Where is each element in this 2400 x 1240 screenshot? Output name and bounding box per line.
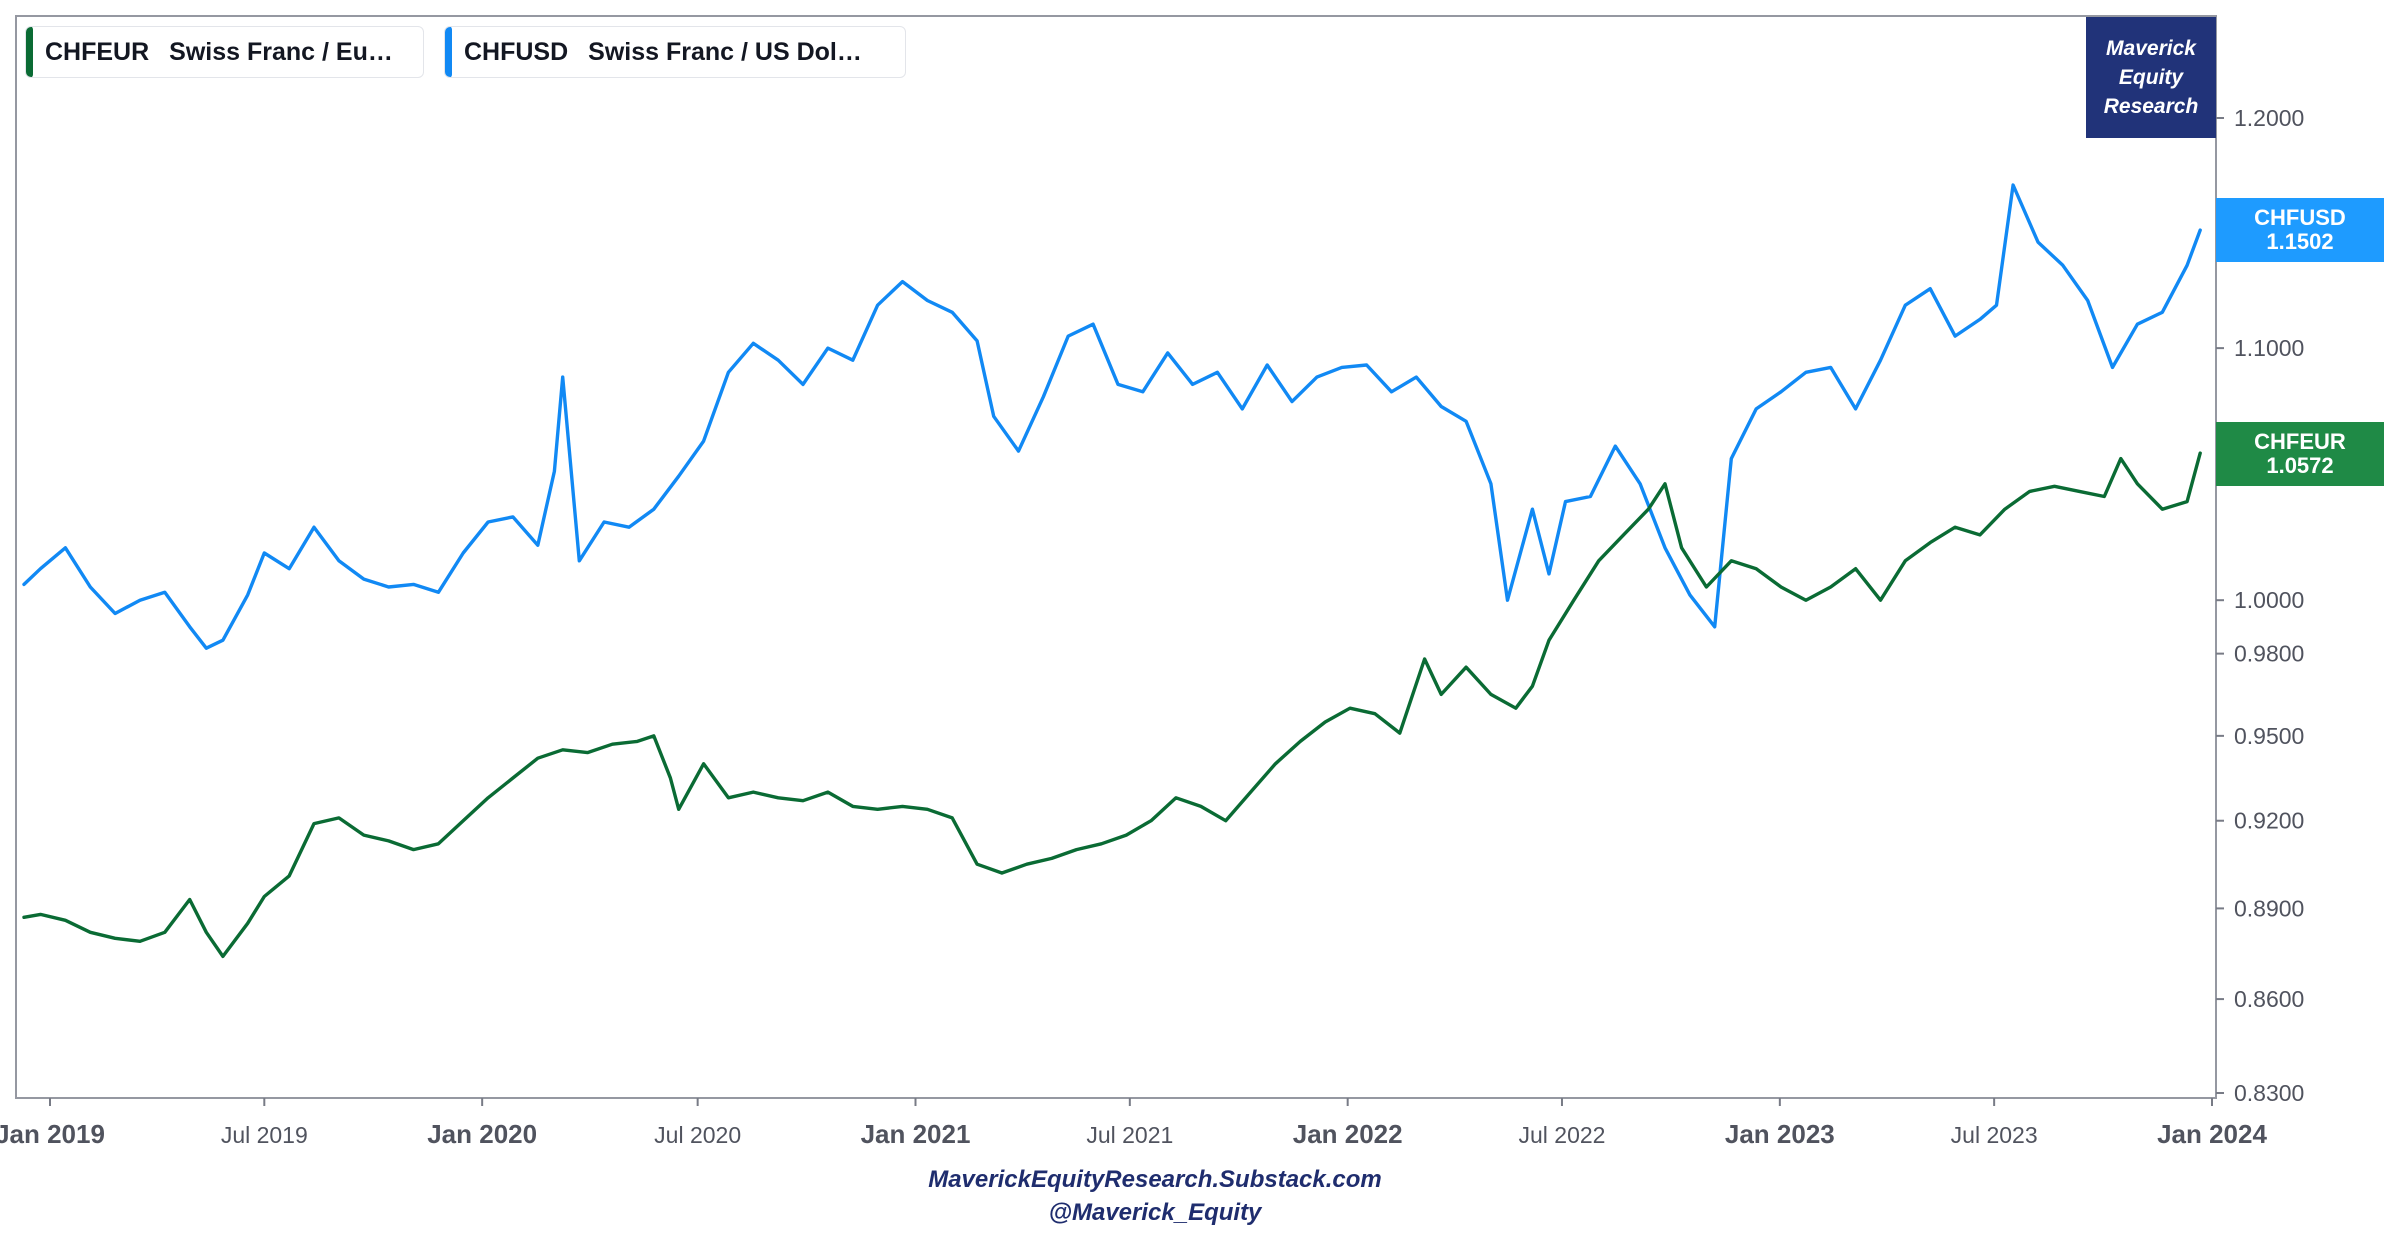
series-line-chfusd <box>22 183 2202 650</box>
footer-website: MaverickEquityResearch.Substack.com <box>928 1166 1382 1193</box>
price-tag-chfeur-value: 1.0572 <box>2266 453 2334 478</box>
legend-swatch-chfeur <box>26 27 33 77</box>
brand-line-3: Research <box>2103 95 2199 118</box>
x-tick-label: Jan 2019 <box>0 1119 105 1149</box>
x-axis: Jan 2019 Jul 2019 Jan 2020 Jul 2020 Jan 2021… <box>0 1098 2267 1149</box>
plot-frame <box>15 15 2217 1099</box>
x-tick-label: Jul 2023 <box>1951 1122 2038 1148</box>
series-layer <box>22 183 2202 959</box>
x-tick-label: Jan 2024 <box>2157 1119 2267 1149</box>
footer-handle: @Maverick_Equity <box>1048 1199 1262 1226</box>
y-tick-label: 1.1000 <box>2234 335 2304 361</box>
y-axis: 0.8300 0.8600 0.8900 0.9200 0.9500 0.9800 1.00… <box>2216 105 2304 1106</box>
x-tick-label: Jan 2021 <box>861 1119 971 1149</box>
legend-description-chfeur: Swiss Franc / Eu… <box>169 37 393 66</box>
price-tag-chfusd: CHFUSD 1.1502 <box>2216 198 2384 262</box>
y-tick-label: 0.9200 <box>2234 808 2304 834</box>
price-tag-chfusd-value: 1.1502 <box>2266 229 2334 254</box>
legend-symbol-chfeur: CHFEUR <box>45 37 150 66</box>
y-tick-label: 0.9500 <box>2234 723 2304 749</box>
y-tick-label: 0.8300 <box>2234 1080 2304 1106</box>
x-tick-label: Jul 2022 <box>1518 1122 1605 1148</box>
brand-line-2: Equity <box>2118 66 2184 89</box>
legend-swatch-chfusd <box>445 27 452 77</box>
x-tick-label: Jul 2019 <box>221 1122 308 1148</box>
y-tick-label: 0.9800 <box>2234 641 2304 667</box>
y-tick-label: 0.8600 <box>2234 986 2304 1012</box>
x-tick-label: Jan 2022 <box>1293 1119 1403 1149</box>
brand-line-1: Maverick <box>2106 37 2196 60</box>
x-tick-label: Jul 2021 <box>1086 1122 1173 1148</box>
legend-description-chfusd: Swiss Franc / US Dol… <box>588 37 862 66</box>
series-line-chfeur <box>22 451 2202 959</box>
x-tick-label: Jul 2020 <box>654 1122 741 1148</box>
brand-logo: Maverick Equity Research <box>2086 17 2216 138</box>
price-tag-chfusd-symbol: CHFUSD <box>2254 205 2346 230</box>
y-tick-label: 1.0000 <box>2234 587 2304 613</box>
legend-symbol-chfusd: CHFUSD <box>464 37 569 66</box>
x-tick-label: Jan 2020 <box>427 1119 537 1149</box>
legend-item-chfusd[interactable]: CHFUSD Swiss Franc / US Dol… <box>444 26 906 78</box>
price-tag-chfeur: CHFEUR 1.0572 <box>2216 422 2384 486</box>
y-tick-label: 0.8900 <box>2234 895 2304 921</box>
price-tag-chfeur-symbol: CHFEUR <box>2254 429 2346 454</box>
legend-item-chfeur[interactable]: CHFEUR Swiss Franc / Eu… <box>25 26 424 78</box>
x-tick-label: Jan 2023 <box>1725 1119 1835 1149</box>
y-tick-label: 1.2000 <box>2234 105 2304 131</box>
